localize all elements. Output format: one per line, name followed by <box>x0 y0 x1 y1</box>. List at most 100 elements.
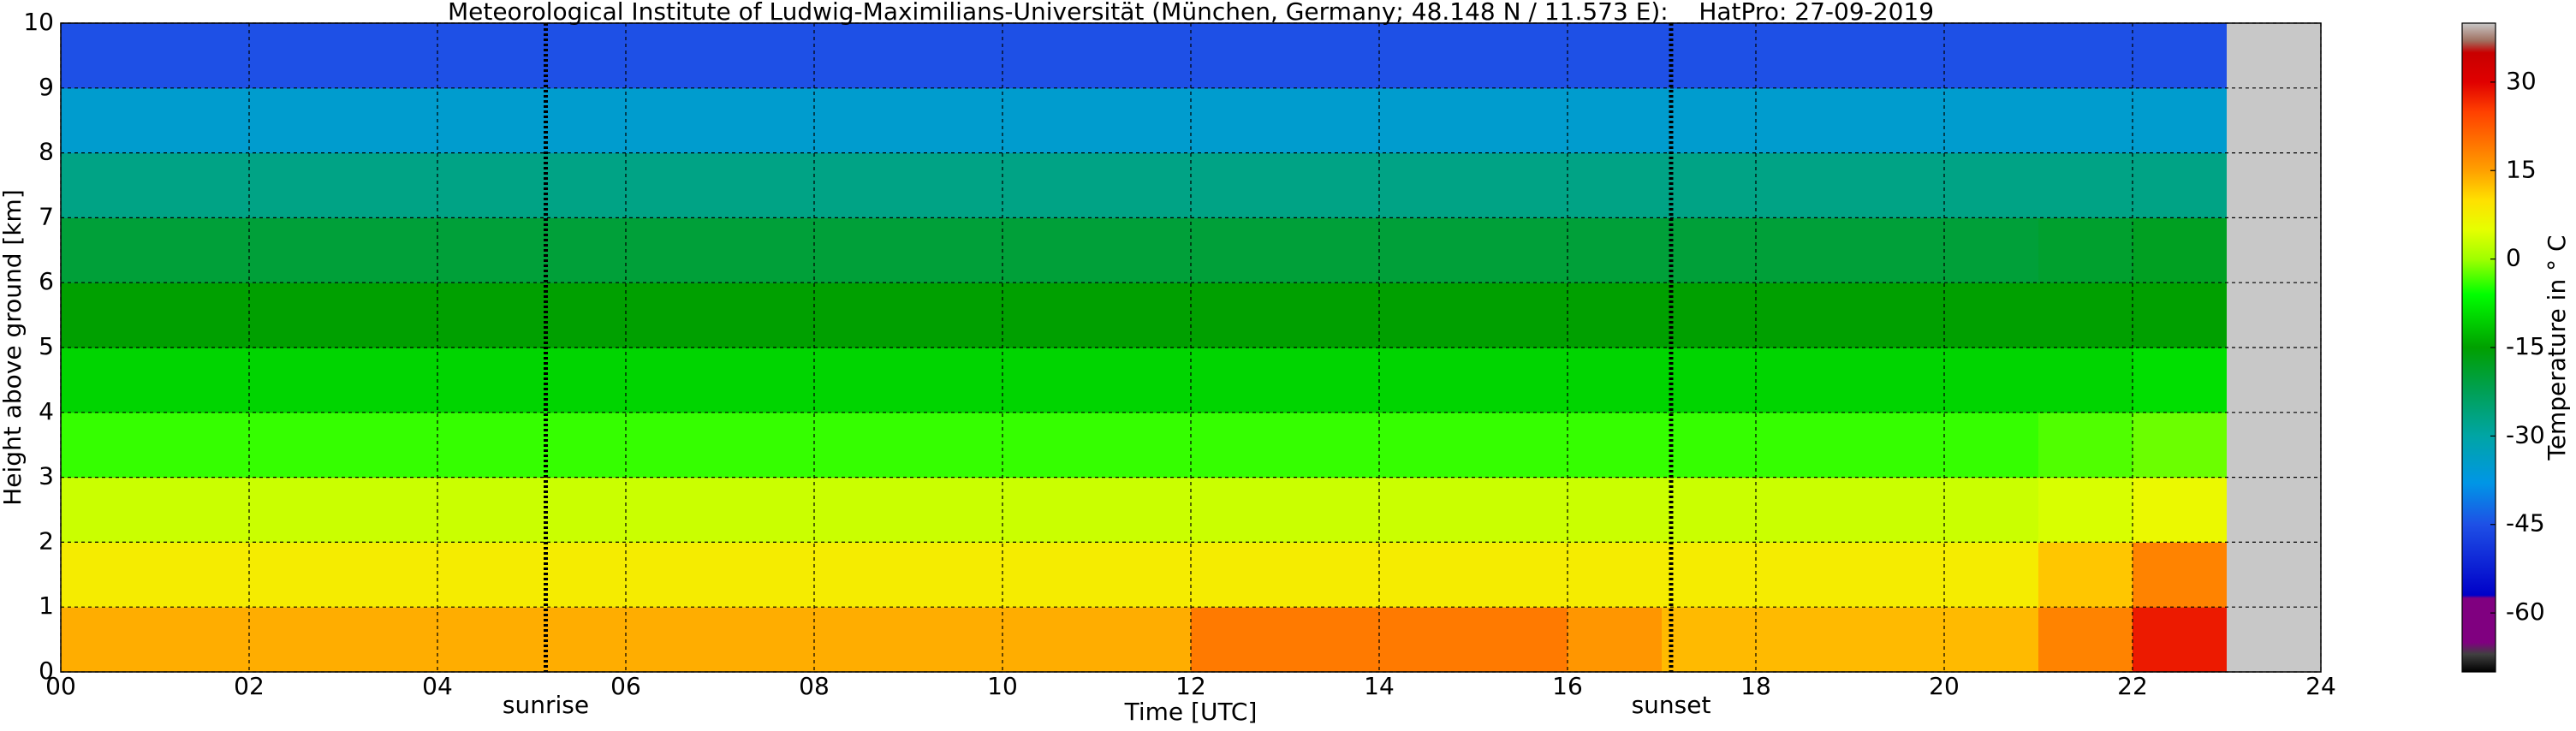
heat-cell <box>720 217 815 283</box>
heat-cell <box>1756 23 1851 89</box>
heat-cell <box>1379 282 1474 348</box>
x-tick-label: 04 <box>422 672 453 700</box>
heat-cell <box>1568 217 1663 283</box>
heat-cell <box>720 87 815 154</box>
no-data-cell <box>2227 348 2322 413</box>
x-axis-label: Time [UTC] <box>1124 698 1258 726</box>
heat-cell <box>1944 348 2039 413</box>
y-tick-label: 8 <box>39 138 54 166</box>
x-tick-label: 08 <box>799 672 830 700</box>
colorbar-tick-label: -15 <box>2506 332 2545 360</box>
heat-cell <box>720 607 815 673</box>
heat-cell <box>2133 477 2228 543</box>
y-tick-label: 5 <box>39 332 54 360</box>
y-axis-label: Height above ground [km] <box>0 189 27 506</box>
y-tick-label: 9 <box>39 73 54 101</box>
heat-cell <box>626 542 721 608</box>
heat-cell <box>343 348 438 413</box>
x-tick-label: 18 <box>1740 672 1771 700</box>
heat-cell <box>2038 282 2133 348</box>
heat-cell <box>1097 152 1192 218</box>
heat-cell <box>1850 282 1945 348</box>
heat-cell <box>1002 412 1098 478</box>
heat-cell <box>155 542 250 608</box>
no-data-cell <box>2227 217 2322 283</box>
heat-cell <box>343 152 438 218</box>
heat-cell <box>720 348 815 413</box>
x-tick-label: 02 <box>234 672 265 700</box>
heat-cell <box>626 412 721 478</box>
heat-cell <box>343 477 438 543</box>
heat-cell <box>2038 542 2133 608</box>
heat-cell <box>1662 412 1757 478</box>
heat-cell <box>2038 217 2133 283</box>
heat-cell <box>155 607 250 673</box>
heat-cell <box>1568 282 1663 348</box>
heat-cell <box>437 542 532 608</box>
heat-cell <box>249 217 344 283</box>
heat-cell <box>437 23 532 89</box>
heat-cell <box>343 412 438 478</box>
heat-cell <box>1662 87 1757 154</box>
no-data-cell <box>2227 152 2322 218</box>
heat-cell <box>720 282 815 348</box>
heat-cell <box>155 152 250 218</box>
heat-cell <box>61 348 156 413</box>
heat-cell <box>1379 607 1474 673</box>
heat-cell <box>1662 607 1757 673</box>
x-tick-label: 00 <box>45 672 76 700</box>
heat-cell <box>626 152 721 218</box>
heat-cell <box>1568 87 1663 154</box>
no-data-cell <box>2227 412 2322 478</box>
x-tick-label: 10 <box>987 672 1018 700</box>
heat-cell <box>1285 217 1380 283</box>
heat-cell <box>61 87 156 154</box>
heat-cell <box>1002 87 1098 154</box>
heat-cell <box>2133 87 2228 154</box>
heat-cell <box>249 152 344 218</box>
heat-cell <box>155 282 250 348</box>
heat-cell <box>1097 607 1192 673</box>
heat-cell <box>1191 412 1286 478</box>
heat-cell <box>1568 152 1663 218</box>
heat-cell <box>1568 412 1663 478</box>
heat-cell <box>343 217 438 283</box>
y-tick-label: 0 <box>39 657 54 685</box>
heat-cell <box>155 477 250 543</box>
heat-cell <box>1473 477 1568 543</box>
heat-cell <box>1756 87 1851 154</box>
no-data-cell <box>2227 282 2322 348</box>
heat-cell <box>1944 87 2039 154</box>
heat-cell <box>437 477 532 543</box>
heat-cell <box>1850 348 1945 413</box>
heat-cell <box>2133 282 2228 348</box>
x-tick-label: 12 <box>1175 672 1206 700</box>
heat-cell <box>1285 282 1380 348</box>
heat-cell <box>1473 607 1568 673</box>
event-label: sunset <box>1632 691 1711 719</box>
heat-cell <box>1191 282 1286 348</box>
heat-cell <box>1285 87 1380 154</box>
heat-cell <box>1662 152 1757 218</box>
heat-cell <box>1379 477 1474 543</box>
heat-cell <box>814 23 909 89</box>
heat-cell <box>1850 477 1945 543</box>
heat-cell <box>1473 348 1568 413</box>
colorbar-tick-label: 0 <box>2506 244 2521 272</box>
heat-cell <box>908 412 1003 478</box>
no-data-cell <box>2227 477 2322 543</box>
heat-cell <box>1191 542 1286 608</box>
heat-cell <box>1473 152 1568 218</box>
heat-cell <box>1285 23 1380 89</box>
heat-cell <box>1473 87 1568 154</box>
heat-cell <box>2038 412 2133 478</box>
heat-cell <box>908 87 1003 154</box>
heat-cell <box>61 412 156 478</box>
heat-cell <box>1662 217 1757 283</box>
heat-cell <box>1379 152 1474 218</box>
x-tick-label: 16 <box>1552 672 1583 700</box>
y-tick-label: 2 <box>39 526 54 555</box>
heat-cell <box>2133 542 2228 608</box>
heat-cell <box>908 23 1003 89</box>
heat-cell <box>814 477 909 543</box>
